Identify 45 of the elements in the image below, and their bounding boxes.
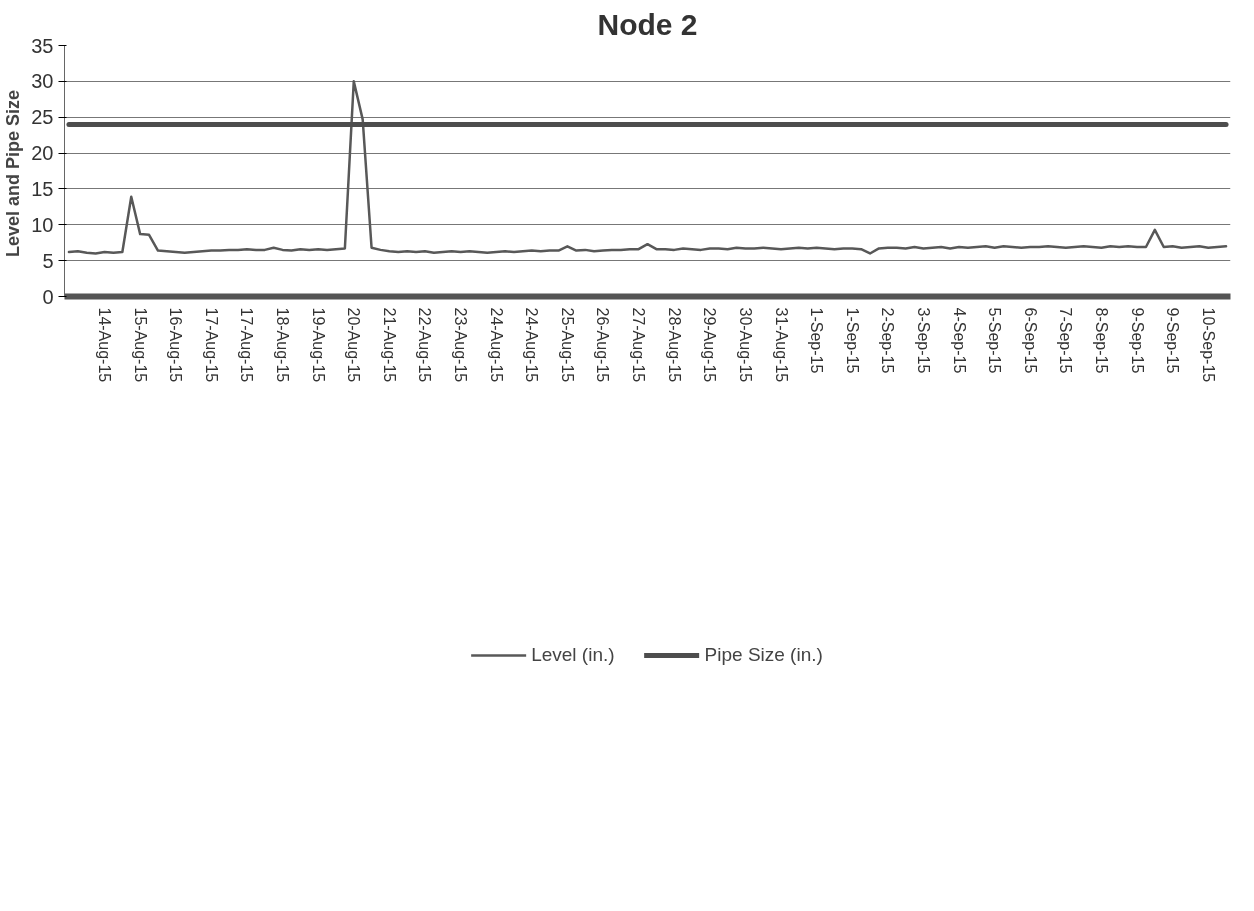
x-tick-label: 29-Aug-15 xyxy=(701,307,719,383)
x-tick-label: 27-Aug-15 xyxy=(630,307,648,383)
x-tick-label: 21-Aug-15 xyxy=(380,307,398,383)
y-tick-label: 30 xyxy=(31,70,54,93)
x-tick-label: 1-Sep-15 xyxy=(843,307,861,374)
y-tick-label: 10 xyxy=(31,213,54,236)
x-tick-label: 20-Aug-15 xyxy=(345,307,363,383)
x-tick-label: 31-Aug-15 xyxy=(772,307,790,383)
x-tick-label: 18-Aug-15 xyxy=(274,307,292,383)
x-tick-label: 10-Sep-15 xyxy=(1199,307,1217,383)
x-tick-label: 9-Sep-15 xyxy=(1128,307,1146,374)
x-tick-label: 15-Aug-15 xyxy=(131,307,149,383)
x-tick-label: 17-Aug-15 xyxy=(238,307,256,383)
x-tick-label: 5-Sep-15 xyxy=(986,307,1004,374)
x-tick-label: 7-Sep-15 xyxy=(1057,307,1075,374)
x-tick-label: 23-Aug-15 xyxy=(452,307,470,383)
y-tick-label: 5 xyxy=(42,249,54,272)
legend-label: Pipe Size (in.) xyxy=(704,644,823,666)
legend-label: Level (in.) xyxy=(531,644,615,666)
x-tick-label: 19-Aug-15 xyxy=(309,307,327,383)
x-tick-label: 24-Aug-15 xyxy=(487,307,505,383)
x-tick-label: 26-Aug-15 xyxy=(594,307,612,383)
x-tick-label: 2-Sep-15 xyxy=(879,307,897,374)
y-tick-label: 25 xyxy=(31,106,54,129)
x-tick-label: 1-Sep-15 xyxy=(808,307,826,374)
x-tick-label: 4-Sep-15 xyxy=(950,307,968,374)
y-tick-label: 35 xyxy=(31,34,54,57)
x-tick-label: 24-Aug-15 xyxy=(523,307,541,383)
y-tick-label: 20 xyxy=(31,142,54,165)
y-axis-title: Level and Pipe Size xyxy=(3,89,24,258)
x-tick-label: 25-Aug-15 xyxy=(558,307,576,383)
x-tick-label: 22-Aug-15 xyxy=(416,307,434,383)
y-tick-label: 15 xyxy=(31,177,54,200)
line-series xyxy=(67,80,1228,255)
x-tick-label: 9-Sep-15 xyxy=(1164,307,1182,374)
chart-title: Node 2 xyxy=(597,7,698,41)
x-tick-label: 6-Sep-15 xyxy=(1021,307,1039,374)
x-tick-label: 16-Aug-15 xyxy=(167,307,185,383)
x-tick-label: 30-Aug-15 xyxy=(736,307,754,383)
x-tick-label: 17-Aug-15 xyxy=(202,307,220,383)
x-tick-label: 8-Sep-15 xyxy=(1092,307,1110,374)
x-tick-label: 14-Aug-15 xyxy=(96,307,114,383)
x-tick-label: 28-Aug-15 xyxy=(665,307,683,383)
x-tick-label: 3-Sep-15 xyxy=(914,307,932,374)
y-tick-label: 0 xyxy=(42,285,54,308)
